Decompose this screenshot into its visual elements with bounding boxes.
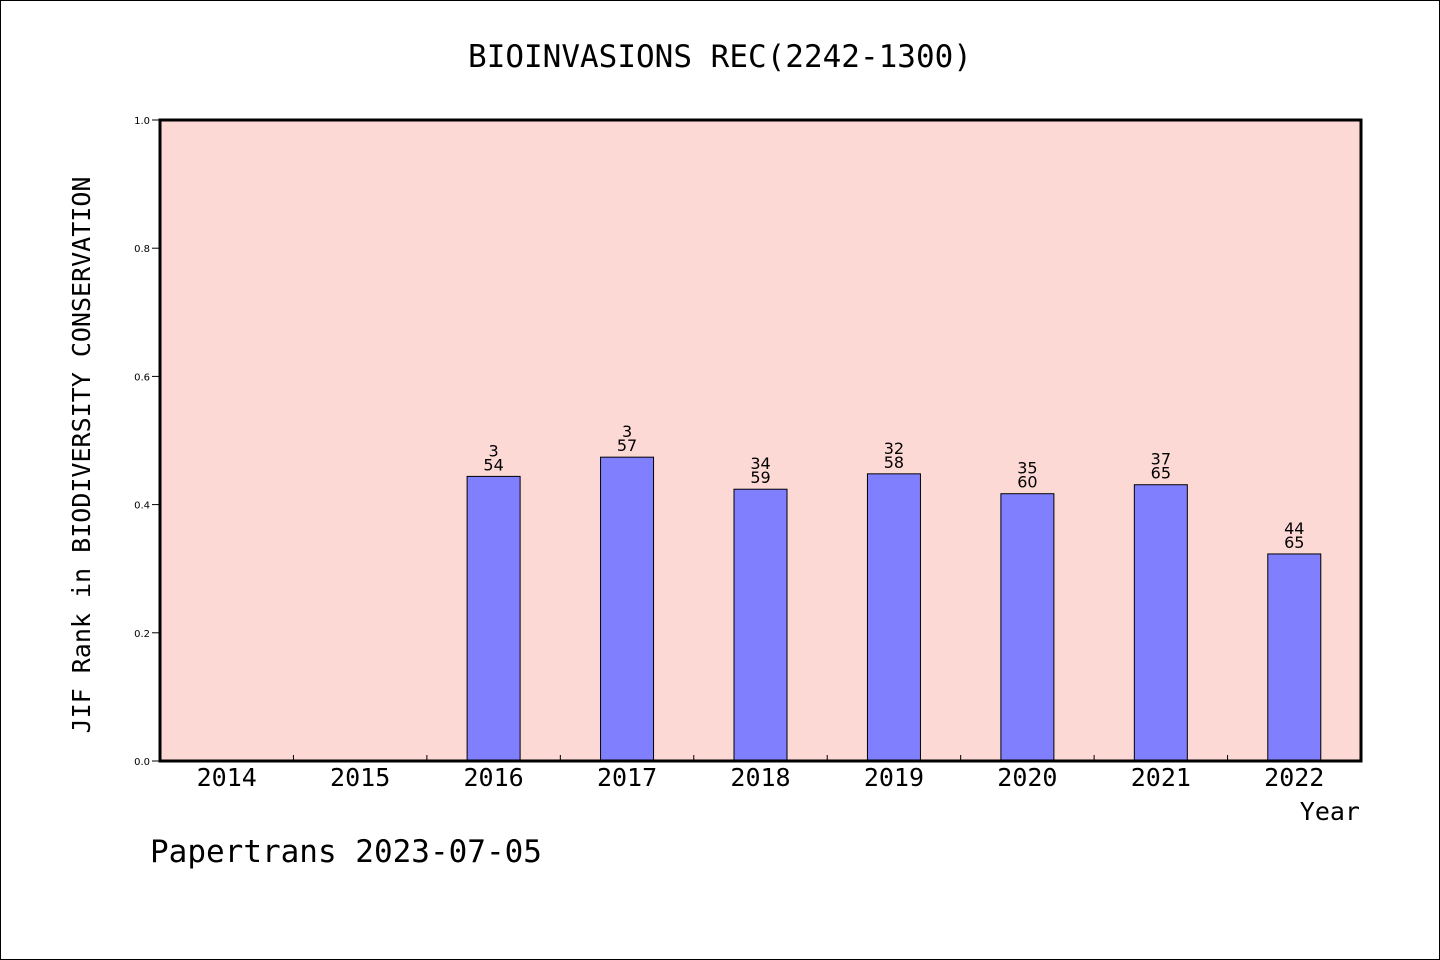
x-tick-label: 2014 [197,763,257,792]
x-tick-label: 2022 [1264,763,1324,792]
x-tick-label: 2019 [864,763,924,792]
x-tick-label: 2015 [330,763,390,792]
bar-total-label: 60 [1017,473,1037,492]
y-tick-label: 0.8 [134,244,150,255]
y-tick-label: 0.4 [134,501,150,512]
bar-rank-label: 44 [1284,519,1304,538]
y-axis-ticks: 0.0 0.2 0.4 0.6 0.8 1.0 [134,116,160,768]
bar-2016 [466,475,521,762]
bar-total-label: 57 [617,436,637,455]
bar-2018 [733,488,788,762]
bar-total-label: 54 [483,455,503,474]
x-tick-label: 2017 [597,763,657,792]
bar-2021 [1133,484,1188,762]
y-tick-label: 0.6 [134,372,150,383]
x-axis-label: Year [1300,797,1360,826]
bar-rank-label: 3 [622,422,632,441]
bar-total-label: 59 [750,468,770,487]
bar-2017 [600,456,655,762]
bar-2019 [866,473,921,762]
footer-source-date: Papertrans 2023-07-05 [150,834,542,870]
x-tick-label: 2016 [464,763,524,792]
bar-rank-label: 3 [489,441,499,460]
chart-title: BIOINVASIONS REC(2242-1300) [468,39,972,75]
y-tick-label: 0.2 [134,629,150,640]
x-tick-label: 2021 [1131,763,1191,792]
bar-rank-label: 35 [1017,459,1037,478]
y-tick-label: 1.0 [134,116,150,127]
x-tick-label: 2018 [730,763,790,792]
y-axis-label: JIF Rank in BIODIVERSITY CONSERVATION [67,177,96,734]
bar-2020 [1000,493,1055,762]
bar-2022 [1267,553,1322,762]
bar-total-label: 65 [1284,533,1304,552]
bars-group [466,456,1322,762]
plot-border [158,118,1363,763]
bar-rank-label: 37 [1151,450,1171,469]
bar-rank-label: 34 [750,454,770,473]
bar-total-label: 65 [1151,464,1171,483]
x-axis-ticks: 2014 2015 2016 2017 2018 2019 2020 2021 2022 [197,755,1324,792]
bar-rank-label: 32 [884,439,904,458]
y-tick-label: 0.0 [134,757,150,768]
x-tick-label: 2020 [997,763,1057,792]
bar-total-label: 58 [884,453,904,472]
